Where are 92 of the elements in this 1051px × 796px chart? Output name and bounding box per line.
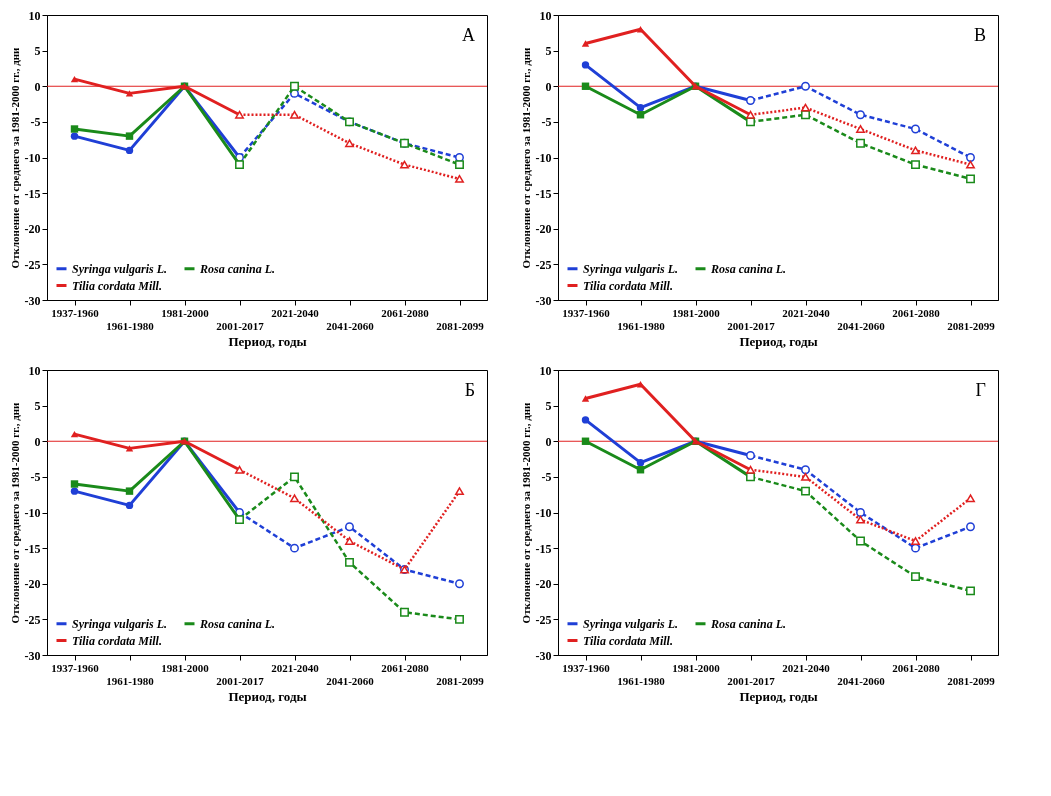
x-axis-title: Период, годы	[739, 688, 818, 704]
y-tick-label: -10	[24, 151, 41, 165]
y-tick-label: -15	[24, 186, 41, 201]
x-tick-label: 2001-2017	[727, 674, 776, 687]
y-tick-label: -20	[24, 222, 41, 237]
y-tick-label: -15	[535, 186, 552, 201]
legend-label: Syringa vulgaris L.	[72, 261, 168, 276]
y-tick-label: -30	[535, 648, 552, 663]
y-axis-title: Отклонение от среднего за 1981-2000 гг., дни	[8, 401, 21, 624]
y-axis-title: Отклонение от среднего за 1981-2000 гг., дни	[519, 46, 532, 269]
y-tick-label: 10	[539, 8, 552, 23]
y-axis-title: Отклонение от среднего за 1981-2000 гг., дни	[8, 46, 21, 269]
x-tick-label: 2081-2099	[947, 674, 996, 687]
x-tick-label: 1937-1960	[562, 661, 611, 674]
x-tick-label: 1981-2000	[161, 306, 210, 319]
x-tick-label: 2081-2099	[436, 674, 485, 687]
y-tick-label: -20	[535, 222, 552, 237]
y-tick-label: -5	[541, 470, 552, 485]
y-tick-label: -10	[535, 506, 552, 520]
x-axis-title: Период, годы	[228, 333, 307, 349]
y-tick-label: -20	[535, 577, 552, 592]
x-tick-label: 2001-2017	[216, 319, 265, 332]
x-tick-label: 2041-2060	[326, 319, 375, 332]
y-tick-label: -15	[535, 541, 552, 556]
x-tick-label: 2041-2060	[837, 674, 886, 687]
y-tick-label: -20	[24, 577, 41, 592]
y-tick-label: 5	[34, 44, 41, 59]
y-tick-label: -15	[24, 541, 41, 556]
x-tick-label: 1961-1980	[106, 674, 155, 687]
x-tick-label: 1937-1960	[562, 306, 611, 319]
x-tick-label: 2021-2040	[271, 306, 320, 319]
x-tick-label: 2081-2099	[947, 319, 996, 332]
x-tick-label: 1981-2000	[161, 661, 210, 674]
x-tick-label: 1961-1980	[617, 319, 666, 332]
x-tick-label: 2061-2080	[381, 661, 430, 674]
y-tick-label: -5	[30, 470, 41, 485]
legend-label: Rosa canina L.	[199, 261, 276, 276]
y-tick-label: 10	[28, 363, 41, 378]
x-tick-label: 2061-2080	[381, 306, 430, 319]
y-tick-label: 0	[34, 79, 41, 94]
x-tick-label: 2041-2060	[326, 674, 375, 687]
x-axis-title: Период, годы	[228, 688, 307, 704]
annotation: Б	[464, 380, 475, 400]
x-axis-title: Период, годы	[739, 333, 818, 349]
legend-label: Tilia cordata Mill.	[583, 278, 673, 293]
y-tick-label: -25	[535, 257, 552, 272]
legend-label: Tilia cordata Mill.	[72, 633, 162, 648]
y-tick-label: 0	[545, 79, 552, 94]
y-tick-label: 5	[34, 399, 41, 414]
x-tick-label: 1961-1980	[617, 674, 666, 687]
x-tick-label: 2001-2017	[216, 674, 265, 687]
y-tick-label: -5	[30, 115, 41, 130]
y-tick-label: -5	[541, 115, 552, 130]
x-tick-label: 2041-2060	[837, 319, 886, 332]
annotation: В	[973, 25, 986, 45]
y-axis-title: Отклонение от среднего за 1981-2000 гг., дни	[519, 401, 532, 624]
legend-label: Rosa canina L.	[710, 616, 787, 631]
legend-label: Rosa canina L.	[710, 261, 787, 276]
y-tick-label: 5	[545, 44, 552, 59]
y-tick-label: -25	[24, 612, 41, 627]
x-tick-label: 2021-2040	[782, 661, 831, 674]
legend-label: Syringa vulgaris L.	[583, 616, 679, 631]
x-tick-label: 2001-2017	[727, 319, 776, 332]
x-tick-label: 2061-2080	[892, 306, 941, 319]
y-tick-label: 0	[34, 434, 41, 449]
x-tick-label: 2021-2040	[782, 306, 831, 319]
y-tick-label: -25	[535, 612, 552, 627]
y-tick-label: 10	[28, 8, 41, 23]
x-tick-label: 2021-2040	[271, 661, 320, 674]
legend-label: Rosa canina L.	[199, 616, 276, 631]
legend-label: Syringa vulgaris L.	[583, 261, 679, 276]
y-tick-label: -30	[535, 293, 552, 308]
annotation: Г	[975, 380, 986, 400]
x-tick-label: 2061-2080	[892, 661, 941, 674]
y-tick-label: -10	[24, 506, 41, 520]
x-tick-label: 1937-1960	[51, 661, 100, 674]
x-tick-label: 2081-2099	[436, 319, 485, 332]
annotation: А	[462, 25, 475, 45]
legend-label: Tilia cordata Mill.	[72, 278, 162, 293]
y-tick-label: 5	[545, 399, 552, 414]
x-tick-label: 1961-1980	[106, 319, 155, 332]
legend-label: Tilia cordata Mill.	[583, 633, 673, 648]
y-tick-label: -30	[24, 293, 41, 308]
y-tick-label: -25	[24, 257, 41, 272]
x-tick-label: 1981-2000	[672, 306, 721, 319]
x-tick-label: 1981-2000	[672, 661, 721, 674]
y-tick-label: 0	[545, 434, 552, 449]
y-tick-label: -10	[535, 151, 552, 165]
y-tick-label: 10	[539, 363, 552, 378]
x-tick-label: 1937-1960	[51, 306, 100, 319]
y-tick-label: -30	[24, 648, 41, 663]
legend-label: Syringa vulgaris L.	[72, 616, 168, 631]
